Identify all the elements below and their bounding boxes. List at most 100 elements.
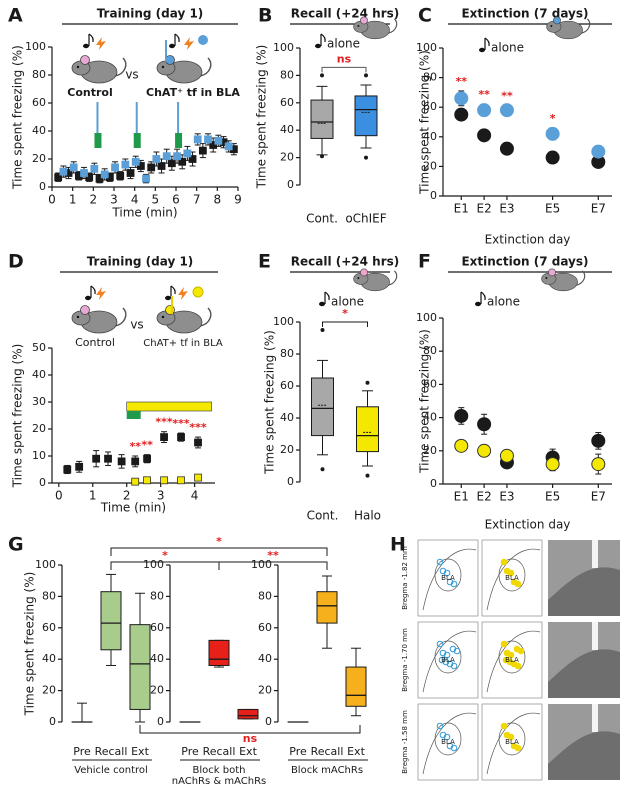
panel-letter: E [258, 251, 271, 273]
histology-tissue [548, 649, 620, 698]
cue-label: alone [327, 37, 360, 51]
data-point [117, 457, 126, 466]
y-axis-label: Time spent freezing (%) [263, 330, 277, 475]
histology-tissue [548, 731, 620, 780]
x-tick-label: E2 [476, 490, 491, 504]
data-point [59, 167, 68, 176]
y-tick-label: 20 [32, 152, 46, 165]
box [345, 666, 367, 707]
atlas-frame [481, 539, 543, 617]
y-tick-label: 40 [280, 411, 294, 424]
region-label: BLA [441, 574, 455, 582]
note-head [165, 295, 171, 301]
mouse-eye [550, 25, 553, 27]
mouse-icon [353, 268, 398, 292]
shock-icon [96, 37, 106, 50]
note-flag [88, 33, 94, 43]
mouse-eye [357, 25, 360, 27]
box [316, 591, 338, 624]
x-tick-label: 4 [131, 193, 139, 207]
mouse-tail [387, 18, 398, 34]
y-tick-label: 80 [280, 347, 294, 360]
significance-label: ** [501, 90, 513, 103]
data-point [499, 448, 514, 463]
placement-dot [436, 722, 444, 730]
y-tick-label: 80 [423, 71, 437, 84]
comparison-label: ns [337, 52, 352, 65]
x-tick-label: E5 [545, 202, 560, 216]
data-point [95, 174, 104, 183]
outlier [364, 155, 368, 160]
y-tick-label: 40 [423, 411, 437, 424]
x-tick-label: 7 [193, 193, 201, 207]
cue-label: alone [487, 295, 520, 309]
y-tick-label: 0 [39, 180, 46, 193]
mouse-ear [80, 305, 90, 315]
y-tick-label: 100 [143, 558, 164, 571]
data-point [80, 169, 88, 177]
x-tick-label: Ext [239, 745, 257, 758]
y-tick-label: 60 [258, 621, 272, 634]
significance-label: *** [155, 416, 173, 429]
placement-dot [513, 645, 521, 653]
atlas-bla [498, 640, 526, 674]
mouse-ear [548, 268, 556, 277]
data-point [143, 454, 151, 463]
data-point [121, 160, 130, 169]
note-flag [484, 37, 490, 47]
mouse-icon [353, 16, 398, 40]
data-point [183, 149, 192, 158]
panel-letter: D [8, 251, 24, 273]
stimulus-shock [94, 133, 102, 148]
panel-title: Extinction (7 days) [461, 255, 588, 269]
mouse-eye [161, 315, 165, 319]
data-point [131, 477, 140, 486]
cue-label: alone [331, 295, 364, 309]
histology-tissue [548, 567, 620, 616]
panel-title: Recall (+24 hrs) [291, 255, 400, 269]
y-axis-label: Time spent freezing (%) [418, 329, 432, 474]
comparison-label: ns [243, 732, 258, 745]
panel-letter: C [418, 5, 432, 27]
y-tick-label: 0 [157, 715, 164, 728]
atlas-frame [481, 703, 543, 781]
stimulus-shock [133, 133, 141, 148]
placement-dot [450, 580, 458, 588]
y-tick-label: 60 [423, 377, 437, 390]
x-tick-label: 0 [48, 193, 56, 207]
panel-title: Extinction (7 days) [461, 7, 588, 21]
data-point [477, 128, 492, 143]
mouse-ear [360, 268, 368, 277]
y-tick-label: 0 [430, 477, 437, 490]
data-point [477, 443, 492, 458]
y-tick-label: 40 [42, 652, 56, 665]
data-point [188, 155, 197, 163]
placement-dot [450, 744, 458, 752]
mouse-eye [357, 277, 360, 279]
y-tick-label: 80 [150, 589, 164, 602]
vs-label: vs [125, 68, 138, 82]
y-tick-label: 20 [32, 422, 46, 435]
placement-dot [443, 733, 451, 741]
x-axis-label: Time (min) [111, 206, 177, 220]
data-point [69, 163, 78, 172]
y-tick-label: 0 [287, 178, 294, 191]
x-tick-label: Recall [203, 745, 236, 758]
placement-dot [500, 640, 508, 648]
mouse-ear [360, 16, 368, 25]
mouse-icon [156, 55, 212, 84]
placement-dot [439, 731, 447, 739]
x-tick-label: oChIEF [345, 212, 386, 226]
x-tick-label: 0 [55, 489, 63, 503]
data-point [454, 107, 469, 122]
atlas-frame [417, 703, 479, 781]
y-tick-label: 80 [258, 589, 272, 602]
y-tick-label: 40 [32, 124, 46, 137]
comparison-bracket [321, 66, 367, 73]
mouse-icon [71, 305, 127, 334]
region-label: BLA [441, 738, 455, 746]
outlier [320, 467, 325, 472]
y-tick-label: 0 [49, 715, 56, 728]
data-point [591, 144, 606, 159]
